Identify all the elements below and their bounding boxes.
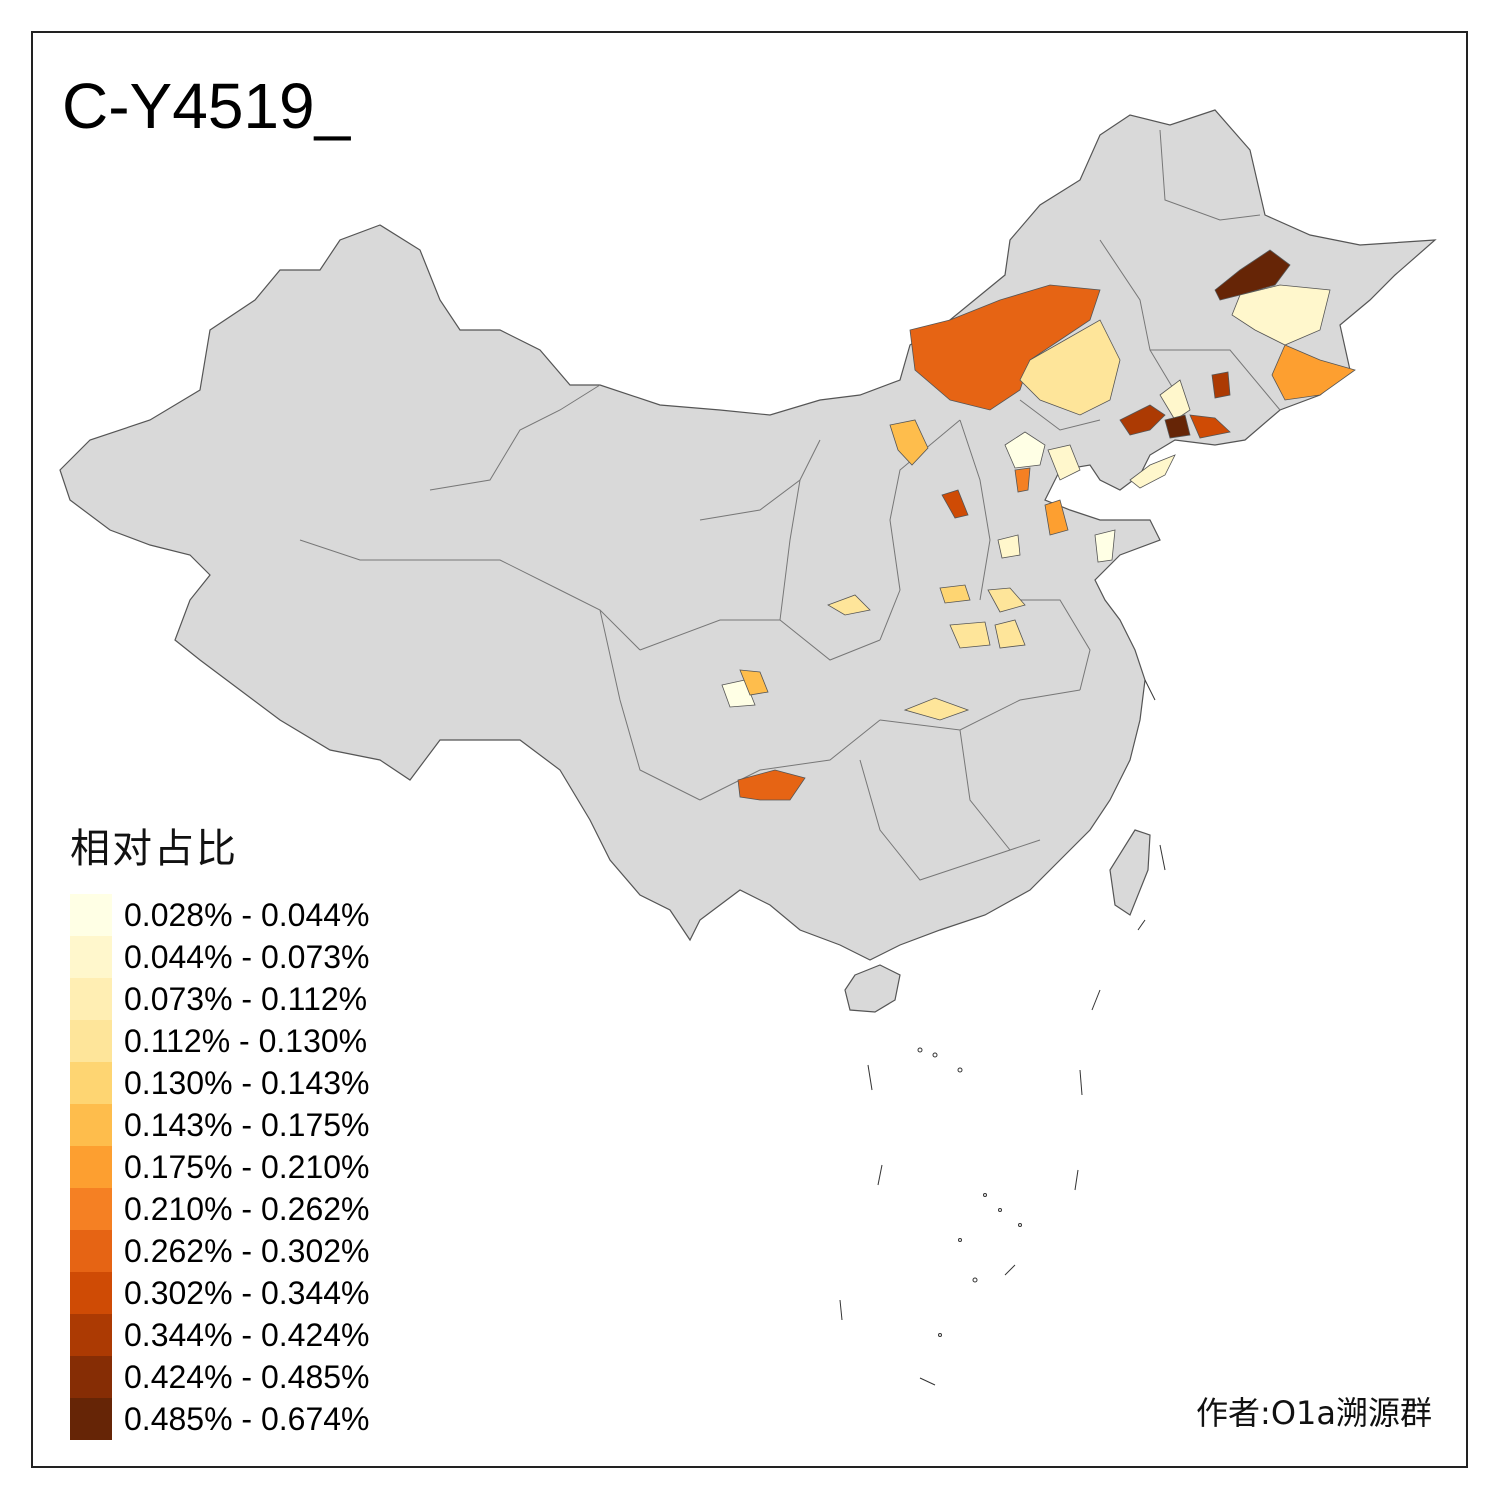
legend-item: 0.044% - 0.073% — [70, 936, 370, 978]
region-heihe — [1214, 249, 1291, 301]
legend-swatch — [70, 1062, 112, 1104]
legend-label: 0.262% - 0.302% — [124, 1232, 370, 1269]
legend-label: 0.044% - 0.073% — [124, 938, 370, 975]
region-guizhou — [737, 769, 806, 801]
legend-label: 0.210% - 0.262% — [124, 1190, 370, 1227]
region-shenyang — [1164, 414, 1191, 439]
legend-item: 0.485% - 0.674% — [70, 1398, 370, 1440]
region-qingdao — [1094, 529, 1116, 563]
legend-swatch — [70, 1314, 112, 1356]
region-baotou — [889, 419, 929, 466]
legend-item: 0.143% - 0.175% — [70, 1104, 370, 1146]
legend-item: 0.073% - 0.112% — [70, 978, 370, 1020]
region-xian — [827, 594, 871, 616]
legend-item: 0.112% - 0.130% — [70, 1020, 370, 1062]
legend-swatch — [70, 1104, 112, 1146]
region-shandong-west — [997, 534, 1021, 559]
legend-label: 0.175% - 0.210% — [124, 1148, 370, 1185]
region-chongqing-area — [903, 697, 970, 721]
legend-label: 0.073% - 0.112% — [124, 980, 368, 1017]
region-luoyang — [939, 584, 971, 604]
author-credit: 作者:O1a溯源群 — [1196, 1394, 1432, 1432]
legend-label: 0.302% - 0.344% — [124, 1274, 370, 1311]
legend-rows: 0.028% - 0.044% 0.044% - 0.073% 0.073% - 0… — [70, 894, 370, 1440]
region-liaoning-east — [1189, 414, 1231, 439]
region-liaoning-mid — [1159, 379, 1191, 421]
legend-swatch — [70, 1230, 112, 1272]
region-chengdu-east — [739, 669, 769, 696]
legend-item: 0.344% - 0.424% — [70, 1314, 370, 1356]
legend-swatch — [70, 978, 112, 1020]
legend-swatch — [70, 1146, 112, 1188]
map-title: C-Y4519_ — [62, 70, 351, 142]
legend-swatch — [70, 1188, 112, 1230]
region-jilin-small — [1211, 371, 1231, 399]
legend-label: 0.112% - 0.130% — [124, 1022, 368, 1059]
legend-item: 0.175% - 0.210% — [70, 1146, 370, 1188]
legend-label: 0.485% - 0.674% — [124, 1400, 370, 1437]
legend-item: 0.028% - 0.044% — [70, 894, 370, 936]
legend-swatch — [70, 894, 112, 936]
legend-title: 相对占比 — [70, 826, 238, 872]
hainan-island — [844, 964, 901, 1013]
legend-swatch — [70, 1020, 112, 1062]
china-landmass — [59, 109, 1437, 961]
legend-item: 0.262% - 0.302% — [70, 1230, 370, 1272]
taiwan-island — [1109, 829, 1151, 916]
legend-swatch — [70, 1272, 112, 1314]
region-mudanjiang — [1271, 344, 1356, 401]
south-sea-islands — [839, 679, 1166, 1386]
highlighted-regions — [721, 249, 1356, 801]
legend-swatch — [70, 1356, 112, 1398]
legend: 相对占比 0.028% - 0.044% 0.044% - 0.073% 0.073… — [70, 816, 370, 1440]
legend-item: 0.130% - 0.143% — [70, 1062, 370, 1104]
legend-item: 0.210% - 0.262% — [70, 1188, 370, 1230]
region-dalian — [1129, 454, 1176, 489]
region-xinyang — [994, 619, 1026, 649]
region-zhengzhou — [987, 587, 1026, 613]
legend-label: 0.028% - 0.044% — [124, 896, 370, 933]
region-nanyang — [949, 621, 991, 649]
legend-swatch — [70, 936, 112, 978]
legend-item: 0.424% - 0.485% — [70, 1356, 370, 1398]
region-xingan — [1019, 319, 1121, 416]
region-hebei-south — [1044, 499, 1069, 536]
legend-label: 0.143% - 0.175% — [124, 1106, 370, 1143]
region-taiyuan — [941, 489, 969, 519]
legend-swatch — [70, 1398, 112, 1440]
region-hulunbuir — [909, 284, 1101, 411]
legend-item: 0.302% - 0.344% — [70, 1272, 370, 1314]
region-liaoning-west — [1119, 404, 1166, 436]
region-tangshan — [1047, 444, 1081, 481]
map-frame — [31, 31, 1468, 1468]
region-beijing — [1004, 431, 1046, 469]
legend-label: 0.344% - 0.424% — [124, 1316, 370, 1353]
legend-label: 0.130% - 0.143% — [124, 1064, 370, 1101]
legend-label: 0.424% - 0.485% — [124, 1358, 370, 1395]
region-tianjin-area — [1014, 467, 1031, 493]
region-suihua — [1231, 284, 1331, 346]
